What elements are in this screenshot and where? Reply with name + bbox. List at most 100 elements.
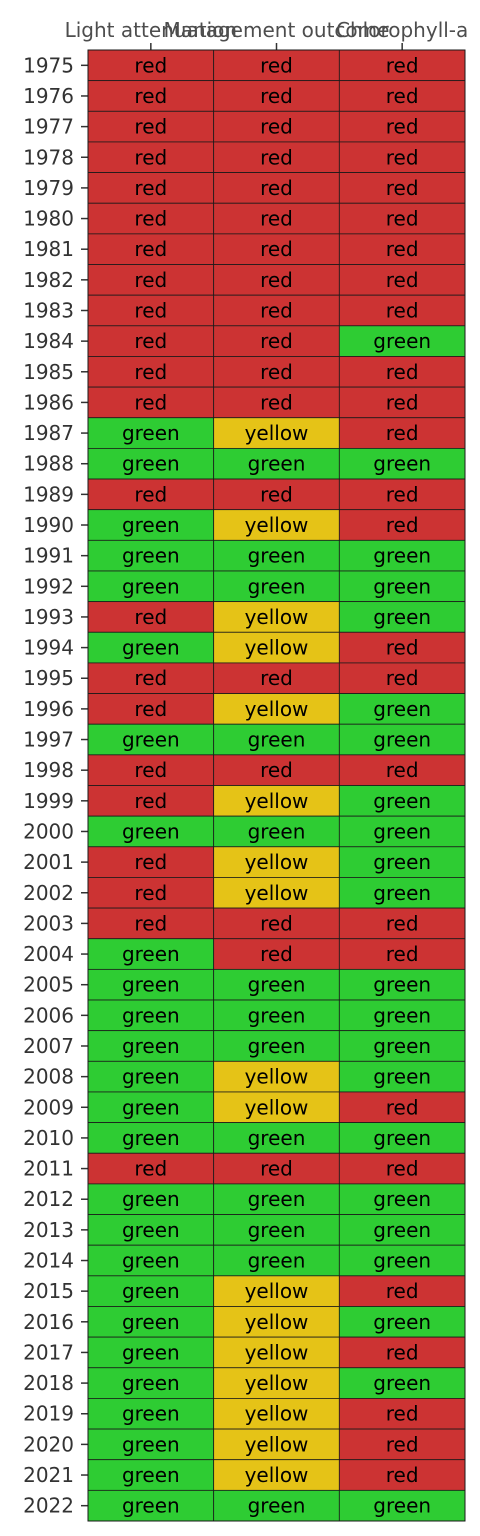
row-label: 2014 bbox=[23, 1249, 74, 1273]
row-label: 2021 bbox=[23, 1463, 74, 1487]
cell-label: red bbox=[260, 176, 293, 200]
cell-label: green bbox=[248, 544, 306, 568]
heatmap-cell bbox=[87, 141, 215, 173]
cell-label: green bbox=[248, 1034, 306, 1058]
column-label: Chlorophyll-a bbox=[336, 18, 468, 42]
cell-label: green bbox=[122, 1003, 180, 1027]
heatmap-cell bbox=[213, 1306, 340, 1338]
cell-label: red bbox=[134, 758, 167, 782]
cell-label: red bbox=[134, 789, 167, 813]
cell-label: green bbox=[122, 1494, 180, 1518]
heatmap-cell bbox=[213, 754, 340, 786]
heatmap-cell bbox=[213, 785, 340, 817]
heatmap-cell bbox=[87, 968, 215, 1001]
cell-label: red bbox=[260, 115, 293, 139]
cell-label: red bbox=[386, 911, 419, 935]
row-label: 2018 bbox=[23, 1371, 74, 1395]
heatmap-cell bbox=[338, 356, 466, 388]
cell-label: red bbox=[386, 1463, 419, 1487]
heatmap-cell bbox=[87, 80, 215, 112]
cell-label: red bbox=[260, 360, 293, 384]
cell-label: red bbox=[260, 207, 293, 231]
row-label: 2001 bbox=[23, 850, 74, 874]
heatmap-cell bbox=[338, 110, 466, 143]
row-label: 2005 bbox=[23, 973, 74, 997]
cell-label: green bbox=[122, 1279, 180, 1303]
cell-label: red bbox=[386, 666, 419, 690]
heatmap-cell bbox=[87, 1091, 215, 1124]
cell-label: green bbox=[122, 1310, 180, 1334]
cell-label: red bbox=[134, 666, 167, 690]
row-label: 2013 bbox=[23, 1218, 74, 1242]
heatmap-cell bbox=[213, 907, 340, 940]
heatmap-cell bbox=[87, 1030, 215, 1062]
cell-label: green bbox=[373, 1249, 431, 1273]
cell-label: red bbox=[260, 84, 293, 108]
heatmap-cell bbox=[87, 1398, 215, 1430]
cell-label: red bbox=[386, 482, 419, 506]
heatmap-cell bbox=[87, 938, 215, 970]
cell-label: green bbox=[122, 1095, 180, 1119]
heatmap-cell bbox=[87, 693, 215, 725]
row-label: 1979 bbox=[23, 176, 74, 200]
cell-label: red bbox=[260, 666, 293, 690]
heatmap-cell bbox=[338, 570, 466, 603]
cell-label: yellow bbox=[245, 789, 309, 813]
cell-label: red bbox=[134, 390, 167, 414]
cell-label: green bbox=[122, 574, 180, 598]
heatmap-cell bbox=[213, 877, 340, 909]
heatmap-cell bbox=[338, 1336, 466, 1369]
heatmap-cell bbox=[213, 1275, 340, 1307]
row-label: 2010 bbox=[23, 1126, 74, 1150]
heatmap-cell bbox=[87, 417, 215, 449]
row-label: 1996 bbox=[23, 697, 74, 721]
heatmap-cell bbox=[338, 1306, 466, 1338]
panel-border bbox=[87, 49, 466, 1522]
heatmap-cell bbox=[338, 1214, 466, 1246]
cell-label: red bbox=[134, 115, 167, 139]
cell-label: red bbox=[134, 145, 167, 169]
heatmap-cell bbox=[87, 723, 215, 756]
row-label: 1993 bbox=[23, 605, 74, 629]
cell-label: green bbox=[122, 1463, 180, 1487]
cell-label: red bbox=[260, 758, 293, 782]
cell-label: green bbox=[373, 1034, 431, 1058]
row-label: 2012 bbox=[23, 1187, 74, 1211]
heatmap-cell bbox=[213, 80, 340, 112]
cell-label: red bbox=[134, 298, 167, 322]
cell-label: yellow bbox=[245, 605, 309, 629]
row-label: 1990 bbox=[23, 513, 74, 537]
heatmap-cell bbox=[87, 447, 215, 480]
heatmap-cell bbox=[338, 1398, 466, 1430]
cell-label: green bbox=[122, 942, 180, 966]
cell-label: green bbox=[122, 1187, 180, 1211]
cell-label: green bbox=[248, 728, 306, 752]
cell-label: red bbox=[134, 176, 167, 200]
cell-label: green bbox=[373, 329, 431, 353]
row-label: 2016 bbox=[23, 1310, 74, 1334]
row-label: 1986 bbox=[23, 390, 74, 414]
cell-label: red bbox=[386, 207, 419, 231]
cell-label: green bbox=[248, 1126, 306, 1150]
row-label: 1987 bbox=[23, 421, 74, 445]
cell-label: green bbox=[373, 697, 431, 721]
cell-label: green bbox=[122, 452, 180, 476]
heatmap-cell bbox=[87, 1214, 215, 1246]
cell-label: red bbox=[134, 605, 167, 629]
cell-label: red bbox=[260, 329, 293, 353]
cell-label: red bbox=[386, 513, 419, 537]
cell-label: green bbox=[248, 452, 306, 476]
cell-label: green bbox=[248, 1187, 306, 1211]
cell-label: green bbox=[373, 1187, 431, 1211]
row-label: 1989 bbox=[23, 482, 74, 506]
heatmap-cell bbox=[338, 815, 466, 848]
cell-label: yellow bbox=[245, 697, 309, 721]
cell-label: red bbox=[260, 145, 293, 169]
heatmap-cell bbox=[213, 1214, 340, 1246]
row-label: 1999 bbox=[23, 789, 74, 813]
cell-label: green bbox=[248, 973, 306, 997]
cell-label: green bbox=[373, 1494, 431, 1518]
cell-label: green bbox=[373, 850, 431, 874]
heatmap-cell bbox=[213, 1367, 340, 1399]
